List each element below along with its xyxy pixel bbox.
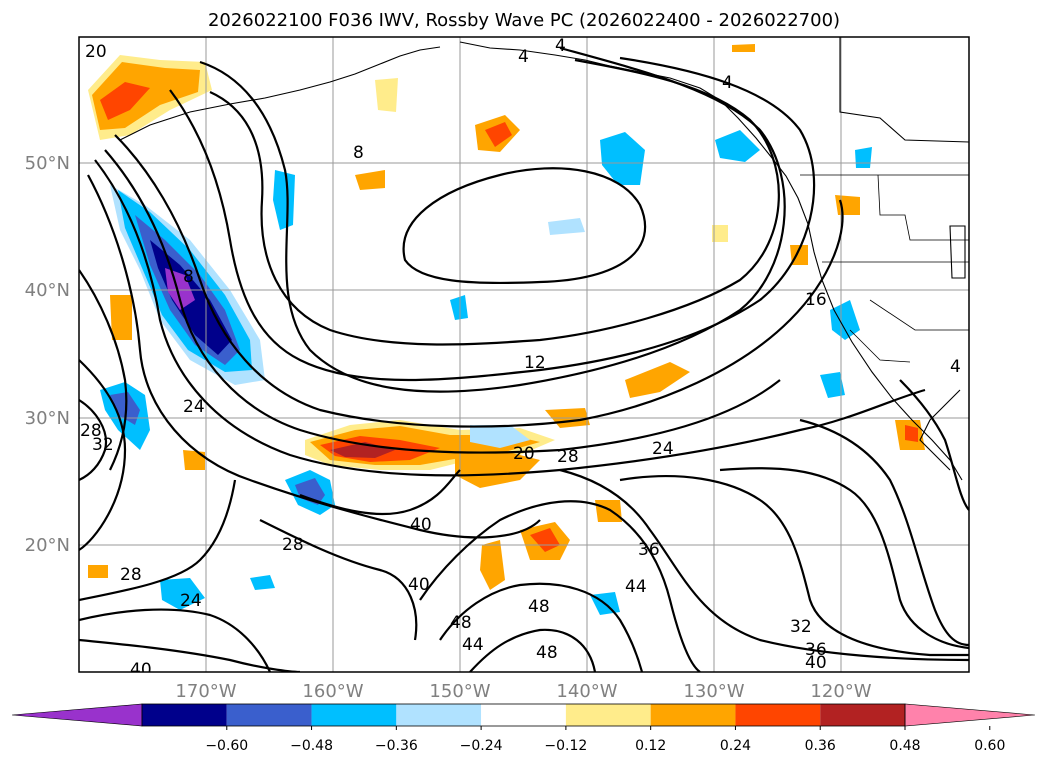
- graticule: [79, 37, 969, 672]
- contour-label: 36: [805, 640, 827, 660]
- contour-label: 40: [408, 575, 430, 595]
- contour-label: 32: [790, 617, 812, 637]
- contour-label: 28: [120, 565, 142, 585]
- contour-labels: 20 4 4 8 4 8 12 16 24 20 28 24 28 32 28 …: [80, 36, 961, 680]
- colorbar-ticks: −0.60 −0.48 −0.36 −0.24 −0.12 0.12 0.24 0.36 0.4…: [205, 726, 1005, 754]
- contour-label: 4: [722, 73, 733, 93]
- shaded-anomaly-layer: [88, 44, 925, 615]
- colorbar-segment: [311, 704, 397, 726]
- colorbar-tick-label: 0.60: [974, 738, 1005, 754]
- contour-label: 48: [528, 597, 550, 617]
- lat-label: 50°N: [25, 153, 70, 174]
- contour-label: 48: [450, 613, 472, 633]
- lat-label: 30°N: [25, 408, 70, 429]
- colorbar-outline: [141, 703, 906, 727]
- contour-label: 4: [555, 36, 566, 56]
- colorbar-tick-label: 0.24: [720, 738, 751, 754]
- lat-label: 40°N: [25, 280, 70, 301]
- longitude-labels: 170°W 160°W 150°W 140°W 130°W 120°W: [175, 681, 871, 702]
- lon-label: 170°W: [175, 681, 236, 702]
- colorbar: [11, 703, 1036, 727]
- contour-label: 40: [130, 660, 152, 680]
- colorbar-segment: [820, 704, 905, 726]
- contour-label: 8: [183, 267, 194, 287]
- colorbar-tick-label: −0.60: [205, 738, 248, 754]
- lon-label: 160°W: [302, 681, 363, 702]
- contour-label: 48: [536, 643, 558, 663]
- contour-label: 24: [180, 591, 202, 611]
- contour-label: 28: [80, 421, 102, 441]
- colorbar-segment: [735, 704, 821, 726]
- lon-label: 120°W: [810, 681, 871, 702]
- colorbar-segment: [226, 704, 312, 726]
- contour-label: 40: [410, 515, 432, 535]
- contour-label: 12: [524, 353, 546, 373]
- contour-label: 40: [805, 653, 827, 673]
- colorbar-segment: [481, 704, 566, 726]
- contour-label: 36: [638, 540, 660, 560]
- colorbar-segment: [650, 704, 736, 726]
- colorbar-segment: [565, 704, 651, 726]
- lon-label: 130°W: [683, 681, 744, 702]
- colorbar-tick-label: 0.36: [805, 738, 836, 754]
- colorbar-tick-label: −0.12: [544, 738, 587, 754]
- colorbar-extend-max: [904, 703, 1036, 727]
- contour-label: 8: [353, 143, 364, 163]
- contour-label: 28: [557, 447, 579, 467]
- colorbar-tick-label: −0.24: [460, 738, 503, 754]
- contour-label: 16: [805, 290, 827, 310]
- contour-label: 44: [625, 577, 647, 597]
- contour-label: 44: [462, 635, 484, 655]
- contour-label: 24: [183, 397, 205, 417]
- contour-label: 20: [513, 444, 535, 464]
- colorbar-segment: [396, 704, 482, 726]
- latitude-labels: 50°N 40°N 30°N 20°N: [25, 153, 70, 556]
- contour-label: 32: [92, 435, 114, 455]
- lon-label: 140°W: [556, 681, 617, 702]
- colorbar-segment: [142, 704, 227, 726]
- colorbar-extend-min: [11, 703, 143, 727]
- contour-label: 4: [518, 47, 529, 67]
- contour-label: 24: [652, 439, 674, 459]
- figure-title: 2026022100 F036 IWV, Rossby Wave PC (202…: [208, 10, 840, 31]
- contour-label: 28: [282, 535, 304, 555]
- lon-label: 150°W: [429, 681, 490, 702]
- map-panel: 20 4 4 8 4 8 12 16 24 20 28 24 28 32 28 …: [25, 36, 970, 702]
- contour-label: 4: [950, 357, 961, 377]
- colorbar-tick-label: 0.48: [889, 738, 920, 754]
- borders: [800, 174, 969, 363]
- iwv-contours: [79, 46, 969, 672]
- colorbar-tick-label: −0.48: [290, 738, 333, 754]
- contour-label: 20: [85, 42, 107, 62]
- colorbar-tick-label: −0.36: [375, 738, 418, 754]
- lat-label: 20°N: [25, 535, 70, 556]
- colorbar-tick-label: 0.12: [635, 738, 666, 754]
